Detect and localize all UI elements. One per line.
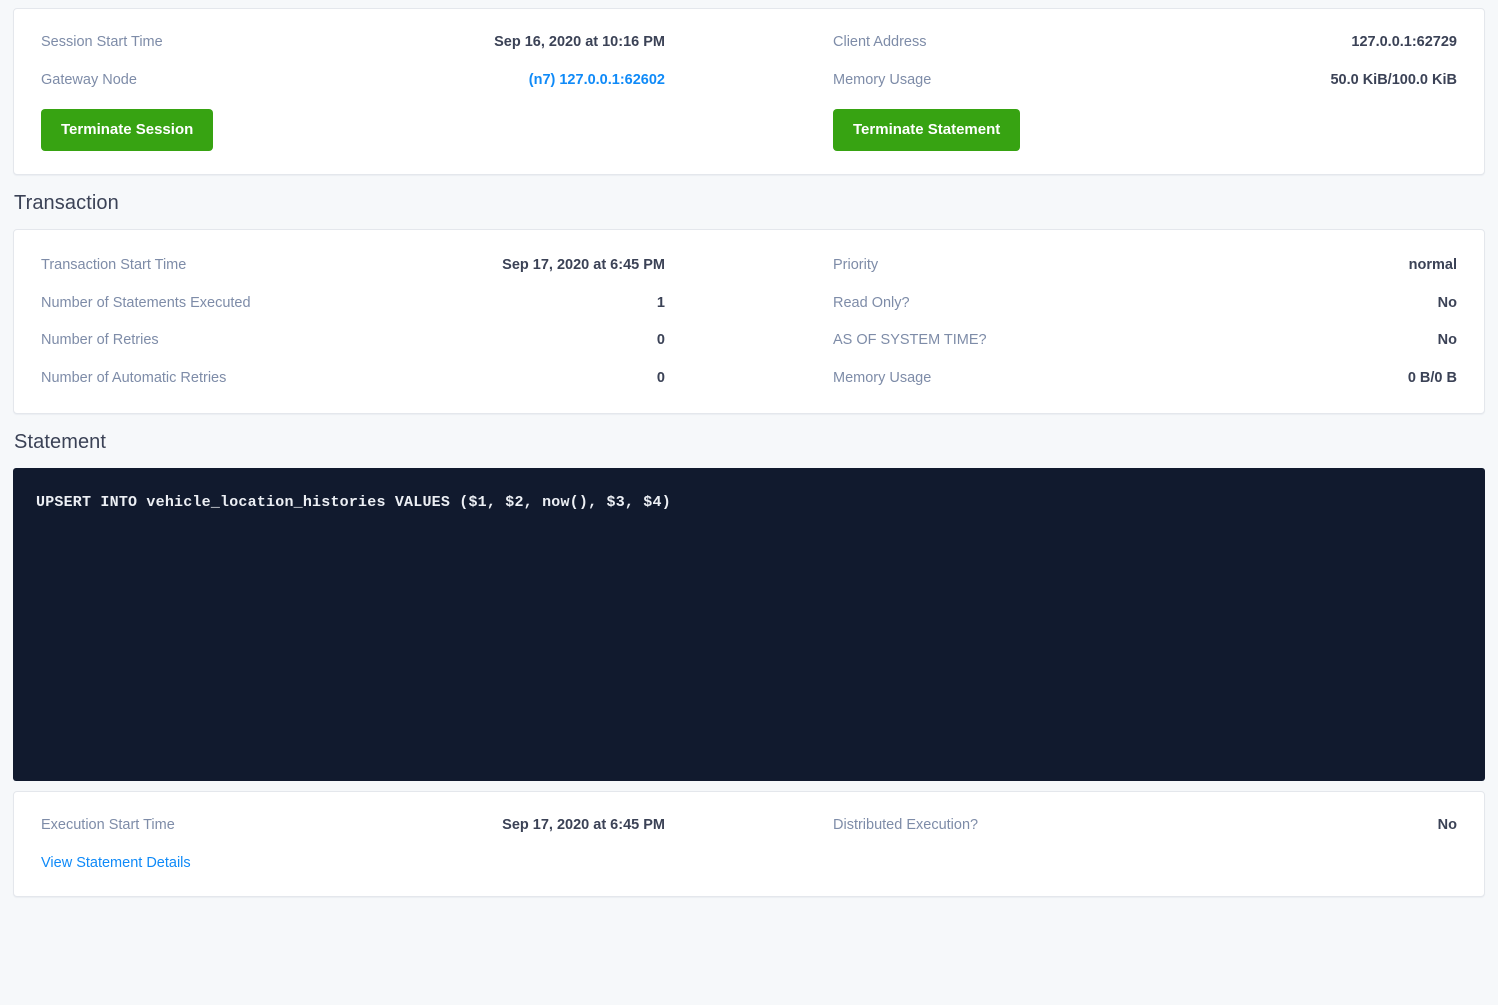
execution-start-time-value: Sep 17, 2020 at 6:45 PM: [502, 817, 665, 834]
gateway-node-row: Gateway Node (n7) 127.0.0.1:62602: [41, 71, 665, 109]
transaction-detail-grid: Transaction Start Time Sep 17, 2020 at 6…: [14, 230, 1484, 413]
terminate-session-button[interactable]: Terminate Session: [41, 108, 214, 151]
distributed-execution-label: Distributed Execution?: [833, 817, 979, 834]
terminate-statement-row: Terminate Statement: [833, 108, 1457, 174]
number-of-retries-value: 0: [656, 332, 665, 349]
distributed-execution-value: No: [1437, 817, 1457, 834]
view-statement-details-link[interactable]: View Statement Details: [41, 854, 191, 871]
transaction-memory-usage-value: 0 B/0 B: [1407, 370, 1457, 387]
priority-value: normal: [1408, 256, 1457, 273]
execution-start-time-label: Execution Start Time: [41, 817, 175, 834]
session-memory-usage-label: Memory Usage: [833, 71, 932, 88]
terminate-session-row: Terminate Session: [41, 108, 665, 174]
session-memory-usage-value: 50.0 KiB/100.0 KiB: [1330, 71, 1457, 88]
session-summary-card: Session Start Time Sep 16, 2020 at 10:16…: [13, 8, 1485, 175]
session-right-column: Client Address 127.0.0.1:62729 Memory Us…: [749, 9, 1484, 174]
priority-label: Priority: [833, 256, 879, 273]
transaction-start-time-value: Sep 17, 2020 at 6:45 PM: [502, 256, 665, 273]
execution-details-card: Execution Start Time Sep 17, 2020 at 6:4…: [13, 791, 1485, 897]
as-of-system-time-label: AS OF SYSTEM TIME?: [833, 332, 987, 349]
transaction-section-heading: Transaction: [14, 191, 119, 214]
session-start-time-row: Session Start Time Sep 16, 2020 at 10:16…: [41, 33, 665, 71]
statement-section-heading: Statement: [14, 431, 107, 454]
distributed-execution-row: Distributed Execution? No: [833, 816, 1457, 854]
execution-start-time-row: Execution Start Time Sep 17, 2020 at 6:4…: [41, 816, 665, 854]
sql-statement-text: UPSERT INTO vehicle_location_histories V…: [36, 494, 671, 512]
gateway-node-label: Gateway Node: [41, 71, 137, 88]
transaction-start-time-row: Transaction Start Time Sep 17, 2020 at 6…: [41, 256, 665, 294]
read-only-value: No: [1437, 294, 1457, 311]
automatic-retries-label: Number of Automatic Retries: [41, 370, 227, 387]
session-detail-grid: Session Start Time Sep 16, 2020 at 10:16…: [14, 9, 1484, 174]
as-of-system-time-row: AS OF SYSTEM TIME? No: [833, 331, 1457, 369]
session-start-time-label: Session Start Time: [41, 34, 163, 50]
view-statement-details-row: View Statement Details: [41, 854, 665, 896]
sql-statement-block[interactable]: UPSERT INTO vehicle_location_histories V…: [13, 468, 1485, 782]
transaction-right-column: Priority normal Read Only? No AS OF SYST…: [749, 230, 1484, 413]
terminate-statement-button[interactable]: Terminate Statement: [833, 108, 1021, 151]
session-memory-usage-row: Memory Usage 50.0 KiB/100.0 KiB: [833, 71, 1457, 109]
client-address-row: Client Address 127.0.0.1:62729: [833, 33, 1457, 71]
as-of-system-time-value: No: [1437, 332, 1457, 349]
automatic-retries-row: Number of Automatic Retries 0: [41, 369, 665, 407]
session-left-column: Session Start Time Sep 16, 2020 at 10:16…: [14, 9, 749, 174]
number-of-retries-row: Number of Retries 0: [41, 331, 665, 369]
read-only-row: Read Only? No: [833, 294, 1457, 332]
execution-right-column: Distributed Execution? No: [749, 792, 1484, 896]
transaction-memory-usage-label: Memory Usage: [833, 370, 932, 387]
statements-executed-value: 1: [656, 294, 665, 311]
statements-executed-row: Number of Statements Executed 1: [41, 294, 665, 332]
statements-executed-label: Number of Statements Executed: [41, 294, 251, 311]
transaction-memory-usage-row: Memory Usage 0 B/0 B: [833, 369, 1457, 407]
priority-row: Priority normal: [833, 256, 1457, 294]
transaction-start-time-label: Transaction Start Time: [41, 256, 187, 273]
client-address-value: 127.0.0.1:62729: [1351, 34, 1457, 50]
number-of-retries-label: Number of Retries: [41, 332, 159, 349]
automatic-retries-value: 0: [656, 370, 665, 387]
execution-left-column: Execution Start Time Sep 17, 2020 at 6:4…: [14, 792, 749, 896]
transaction-card: Transaction Start Time Sep 17, 2020 at 6…: [13, 228, 1485, 415]
transaction-left-column: Transaction Start Time Sep 17, 2020 at 6…: [14, 230, 749, 413]
read-only-label: Read Only?: [833, 294, 910, 311]
gateway-node-link[interactable]: (n7) 127.0.0.1:62602: [528, 71, 665, 88]
session-start-time-value: Sep 16, 2020 at 10:16 PM: [494, 34, 665, 50]
execution-detail-grid: Execution Start Time Sep 17, 2020 at 6:4…: [14, 792, 1484, 896]
client-address-label: Client Address: [833, 34, 927, 50]
